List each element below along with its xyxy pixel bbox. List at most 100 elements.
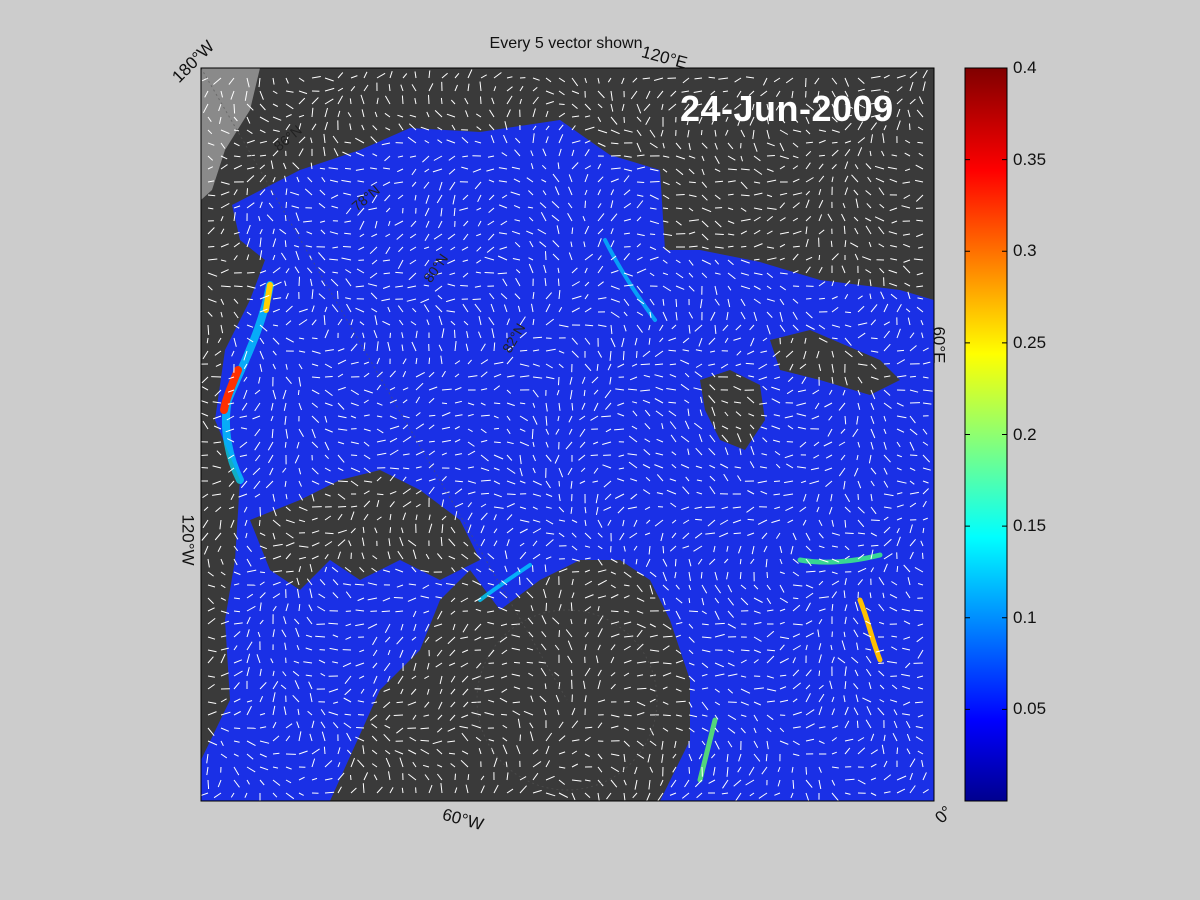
velocity-vector [324,77,334,82]
velocity-vector [203,545,209,555]
velocity-vector [454,72,460,79]
velocity-vector [753,207,763,211]
velocity-vector [311,107,314,118]
velocity-vector [415,466,422,469]
velocity-vector [701,610,707,615]
velocity-vector [810,467,820,471]
velocity-vector [532,125,537,131]
velocity-vector [672,766,677,773]
velocity-vector [532,336,543,339]
velocity-vector [569,389,573,400]
velocity-vector [345,636,352,640]
velocity-vector [344,232,352,235]
velocity-vector [543,708,547,716]
velocity-vector [557,709,560,716]
velocity-vector [701,233,709,241]
velocity-vector [593,389,599,395]
velocity-vector [308,604,313,612]
velocity-vector [714,220,722,228]
velocity-vector [802,519,807,526]
velocity-vector [617,478,625,482]
velocity-vector [408,539,417,547]
velocity-vector [844,792,851,795]
velocity-vector [401,332,404,339]
velocity-vector [554,186,560,196]
velocity-vector [493,528,498,534]
velocity-vector [402,415,410,419]
velocity-vector [243,467,248,473]
velocity-vector [395,568,404,573]
velocity-vector [870,363,877,370]
velocity-vector [662,194,670,200]
velocity-vector [682,486,690,495]
velocity-vector [818,116,828,121]
velocity-vector [332,579,339,586]
velocity-vector [623,584,630,587]
velocity-vector [571,125,576,131]
velocity-vector [623,252,630,261]
velocity-vector [441,499,444,508]
velocity-vector [649,740,657,747]
velocity-vector [357,180,365,183]
velocity-vector [584,267,588,274]
velocity-vector [700,571,703,579]
lon-label-60e: 60°E [929,326,949,364]
velocity-vector [207,311,213,317]
velocity-vector [526,230,534,235]
velocity-vector [207,571,214,577]
velocity-vector [467,69,473,79]
velocity-vector [230,493,235,501]
velocity-vector [774,792,781,796]
velocity-vector [792,532,797,541]
velocity-vector [905,591,911,599]
velocity-vector [510,191,521,196]
velocity-vector [389,415,397,420]
velocity-vector [220,269,229,274]
velocity-vector [901,673,911,677]
velocity-vector [610,683,616,690]
velocity-vector [916,285,924,288]
velocity-vector [844,114,853,118]
velocity-vector [714,272,721,275]
velocity-vector [396,727,404,734]
velocity-vector [328,622,339,625]
velocity-vector [480,388,488,391]
velocity-vector [818,281,826,287]
velocity-vector [675,285,685,290]
velocity-vector [621,77,625,85]
velocity-vector [220,672,229,677]
velocity-vector [272,176,276,183]
velocity-vector [805,216,812,222]
velocity-vector [749,424,755,430]
velocity-vector [675,155,686,160]
velocity-vector [740,194,750,197]
velocity-vector [202,519,209,529]
velocity-vector [571,350,579,358]
velocity-vector [905,308,911,313]
velocity-vector [532,553,541,560]
velocity-vector [831,708,835,716]
velocity-vector [711,372,716,378]
velocity-vector [915,736,924,742]
velocity-vector [909,538,916,547]
velocity-vector [330,278,339,287]
velocity-vector [285,553,292,560]
velocity-vector [399,537,404,547]
velocity-vector [370,292,378,300]
velocity-vector [649,220,660,225]
velocity-vector [233,727,241,729]
velocity-vector [922,376,929,379]
velocity-vector [272,389,277,400]
velocity-vector [571,545,578,551]
velocity-vector [324,376,333,378]
velocity-vector [571,149,575,157]
velocity-vector [785,77,794,84]
velocity-vector [733,401,742,404]
velocity-vector [362,783,365,794]
velocity-vector [675,649,682,655]
velocity-vector [545,251,547,261]
velocity-vector [376,384,382,391]
velocity-vector [878,670,885,677]
velocity-vector [610,255,617,261]
velocity-vector [285,188,288,196]
